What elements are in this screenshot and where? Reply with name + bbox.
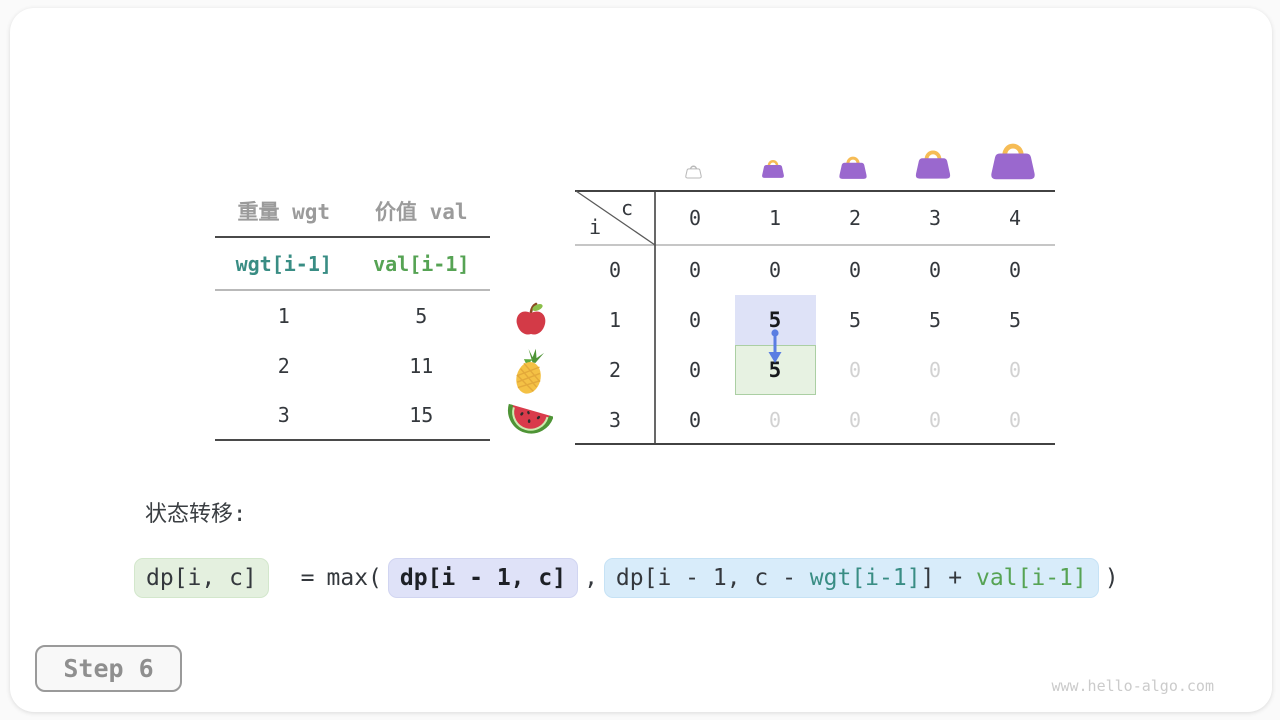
- item-weight: 1: [277, 304, 290, 328]
- formula-chip-current: dp[i, c]: [134, 558, 269, 598]
- dp-cell: 0: [848, 358, 862, 382]
- dp-row-headers: 0 1 2 3: [575, 245, 655, 445]
- item-weight: 2: [277, 354, 290, 378]
- dp-cell: 0: [848, 408, 862, 432]
- formula-close-paren: ): [1104, 565, 1119, 591]
- pineapple-icon: [516, 348, 545, 394]
- bag-small-icon: [762, 160, 784, 178]
- weight-header: 重量 wgt: [237, 200, 331, 224]
- dp-cell: 5: [1008, 308, 1022, 332]
- dp-cell: 0: [1008, 358, 1022, 382]
- value-header: 价值 val: [374, 200, 468, 224]
- dp-cell: 0: [688, 308, 702, 332]
- corner-row-label: i: [589, 215, 602, 239]
- col-header: 1: [768, 205, 782, 230]
- row-header: 3: [608, 408, 622, 432]
- row-header: 2: [608, 358, 622, 382]
- formula-equals: [269, 565, 295, 591]
- item-value: 11: [409, 354, 434, 378]
- take-wgt-term: wgt[i-1]: [809, 565, 921, 591]
- formula-eq-text: =: [300, 565, 315, 591]
- dp-table-frame: [575, 190, 1055, 445]
- bag-medium-icon: [839, 156, 867, 179]
- item-value: 15: [409, 403, 434, 427]
- dp-cell: 0: [1008, 258, 1022, 282]
- take-part-1: dp[i - 1, c -: [615, 565, 810, 591]
- dp-cell: 0: [928, 358, 942, 382]
- dp-cell: 5: [848, 308, 862, 332]
- formula-chip-keep: dp[i - 1, c]: [387, 558, 579, 598]
- formula-chip-take: dp[i - 1, c - wgt[i-1]] + val[i-1]: [603, 558, 1099, 598]
- row-header: 0: [608, 258, 622, 282]
- take-part-2: ] +: [920, 565, 976, 591]
- dp-cell: 5: [768, 308, 782, 332]
- state-transition-label: 状态转移:: [145, 502, 247, 527]
- row-header: 1: [608, 308, 622, 332]
- items-table-header: 重量 wgt 价值 val: [215, 186, 490, 238]
- bag-xlarge-icon: [991, 143, 1035, 180]
- dp-cell: 0: [768, 408, 782, 432]
- items-table: 重量 wgt 价值 val wgt[i-1] val[i-1] 1 5 2 11…: [215, 186, 490, 441]
- formula-comma: ,: [584, 565, 598, 591]
- dp-cell: 0: [688, 258, 702, 282]
- bag-empty-icon: [685, 165, 702, 179]
- item-row: 2 11: [215, 341, 490, 391]
- col-header: 3: [928, 205, 942, 230]
- dp-cell: 5: [928, 308, 942, 332]
- col-header: 2: [848, 205, 862, 230]
- item-weight: 3: [277, 403, 290, 427]
- col-header: 0: [688, 205, 702, 230]
- watermelon-icon: [508, 403, 553, 434]
- dp-col-headers: 0 1 2 3 4: [655, 190, 1055, 245]
- watermark: www.hello-algo.com: [1051, 677, 1214, 695]
- corner-col-label: c: [621, 196, 634, 220]
- wgt-index-label: wgt[i-1]: [235, 251, 332, 276]
- dp-cell: 0: [768, 258, 782, 282]
- dp-cell: 5: [768, 358, 782, 382]
- transition-arrow-icon: [768, 329, 782, 363]
- dp-cell: 0: [688, 408, 702, 432]
- formula-max-open: max(: [326, 565, 382, 591]
- dp-grid: 0 0 0 0 0 0 5 5 5 5 0 5 0 0 0 0 0 0 0 0: [655, 245, 1055, 445]
- dp-cell: 0: [1008, 408, 1022, 432]
- item-row: 3 15: [215, 391, 490, 441]
- dp-cell: 0: [688, 358, 702, 382]
- state-transition-formula: dp[i, c] = max(dp[i - 1, c], dp[i - 1, c -…: [134, 558, 1125, 598]
- apple-icon: [516, 302, 546, 335]
- dp-cell: 0: [928, 258, 942, 282]
- step-badge: Step 6: [35, 645, 182, 692]
- dp-cell: 0: [848, 258, 862, 282]
- dp-cell: 0: [928, 408, 942, 432]
- bag-large-icon: [915, 150, 951, 179]
- items-index-row: wgt[i-1] val[i-1]: [215, 238, 490, 291]
- take-val-term: val[i-1]: [975, 565, 1087, 591]
- col-header: 4: [1008, 205, 1022, 230]
- val-index-label: val[i-1]: [373, 251, 470, 276]
- item-value: 5: [415, 304, 428, 328]
- item-row: 1 5: [215, 291, 490, 341]
